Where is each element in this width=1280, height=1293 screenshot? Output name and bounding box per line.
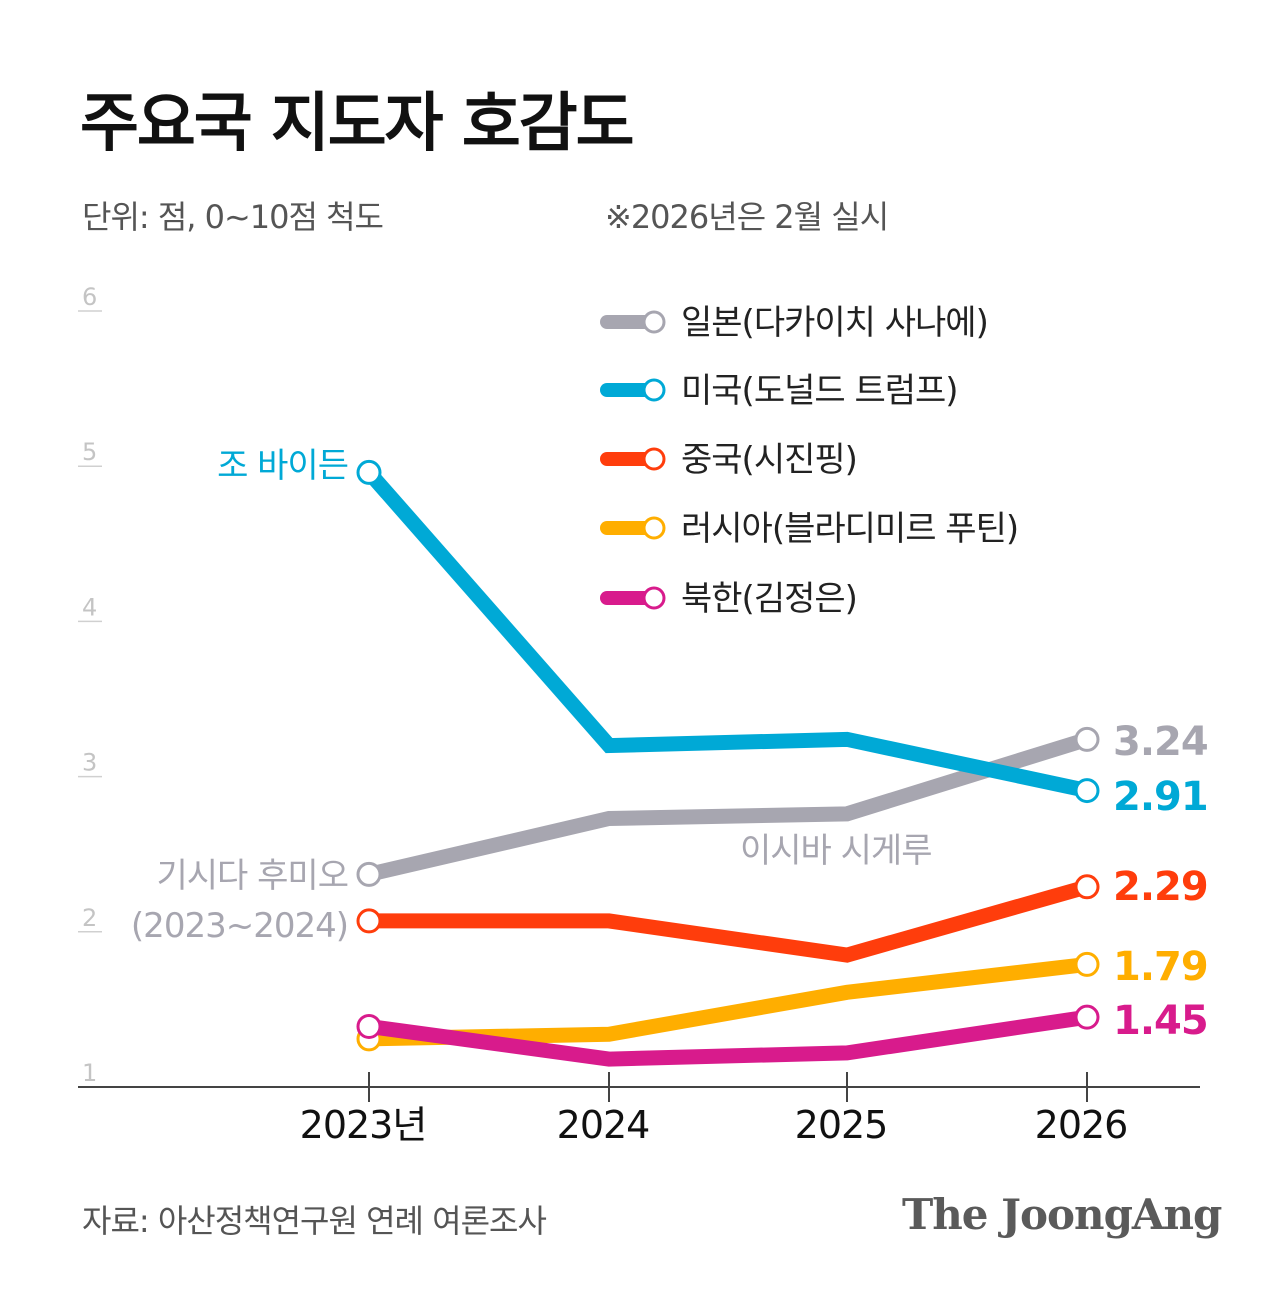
data-point	[356, 861, 382, 887]
y-tick-label: 6	[82, 283, 97, 311]
legend-entry: 중국(시진핑)	[681, 440, 857, 480]
series-line	[363, 467, 1089, 798]
data-point	[356, 908, 382, 934]
data-point	[1074, 1004, 1100, 1030]
annotation-biden: 조 바이든	[217, 446, 348, 486]
x-tick-label: 2023년	[300, 1103, 427, 1147]
y-tick-label: 1	[82, 1059, 97, 1087]
legend-entry: 일본(다카이치 사나에)	[681, 303, 988, 343]
series-line	[367, 732, 1090, 882]
legend-entry: 미국(도널드 트럼프)	[681, 371, 958, 411]
source-label: 자료: 아산정책연구원 연례 여론조사	[82, 1202, 547, 1240]
data-label: 3.24	[1113, 719, 1208, 765]
annotation-ishiba: 이시바 시게루	[740, 831, 932, 871]
data-point	[356, 459, 382, 485]
legend-entry: 러시아(블라디미르 푸틴)	[681, 509, 1018, 549]
legend-marker	[642, 516, 666, 540]
survey-note: ※2026년은 2월 실시	[605, 198, 889, 236]
legend-marker	[642, 447, 666, 471]
data-point	[1074, 778, 1100, 804]
legend-marker	[642, 586, 666, 610]
y-tick-label: 4	[82, 593, 97, 621]
series-line	[367, 1009, 1089, 1067]
legend-entry: 북한(김정은)	[681, 579, 857, 619]
page-title: 주요국 지도자 호감도	[80, 87, 634, 161]
annotation-kishida: 기시다 후미오	[157, 856, 349, 896]
data-point	[356, 1013, 382, 1039]
legend-marker	[642, 378, 666, 402]
data-point	[1074, 726, 1100, 752]
y-tick-label: 2	[82, 904, 97, 932]
x-tick-label: 2024	[557, 1103, 650, 1147]
data-label: 1.79	[1113, 944, 1208, 990]
data-point	[1074, 951, 1100, 977]
data-label: 2.29	[1113, 864, 1208, 910]
annotation-kishida-period: (2023~2024)	[131, 906, 348, 946]
y-tick-label: 5	[82, 438, 97, 466]
legend-marker	[642, 310, 666, 334]
data-label: 1.45	[1113, 998, 1208, 1044]
series-line	[369, 879, 1090, 963]
x-tick-label: 2026	[1035, 1103, 1128, 1147]
data-point	[1074, 874, 1100, 900]
x-tick-label: 2025	[795, 1103, 888, 1147]
unit-label: 단위: 점, 0~10점 척도	[82, 198, 384, 236]
data-label: 2.91	[1113, 774, 1208, 820]
y-tick-label: 3	[82, 749, 97, 777]
publisher-logo: The JoongAng	[902, 1190, 1222, 1239]
